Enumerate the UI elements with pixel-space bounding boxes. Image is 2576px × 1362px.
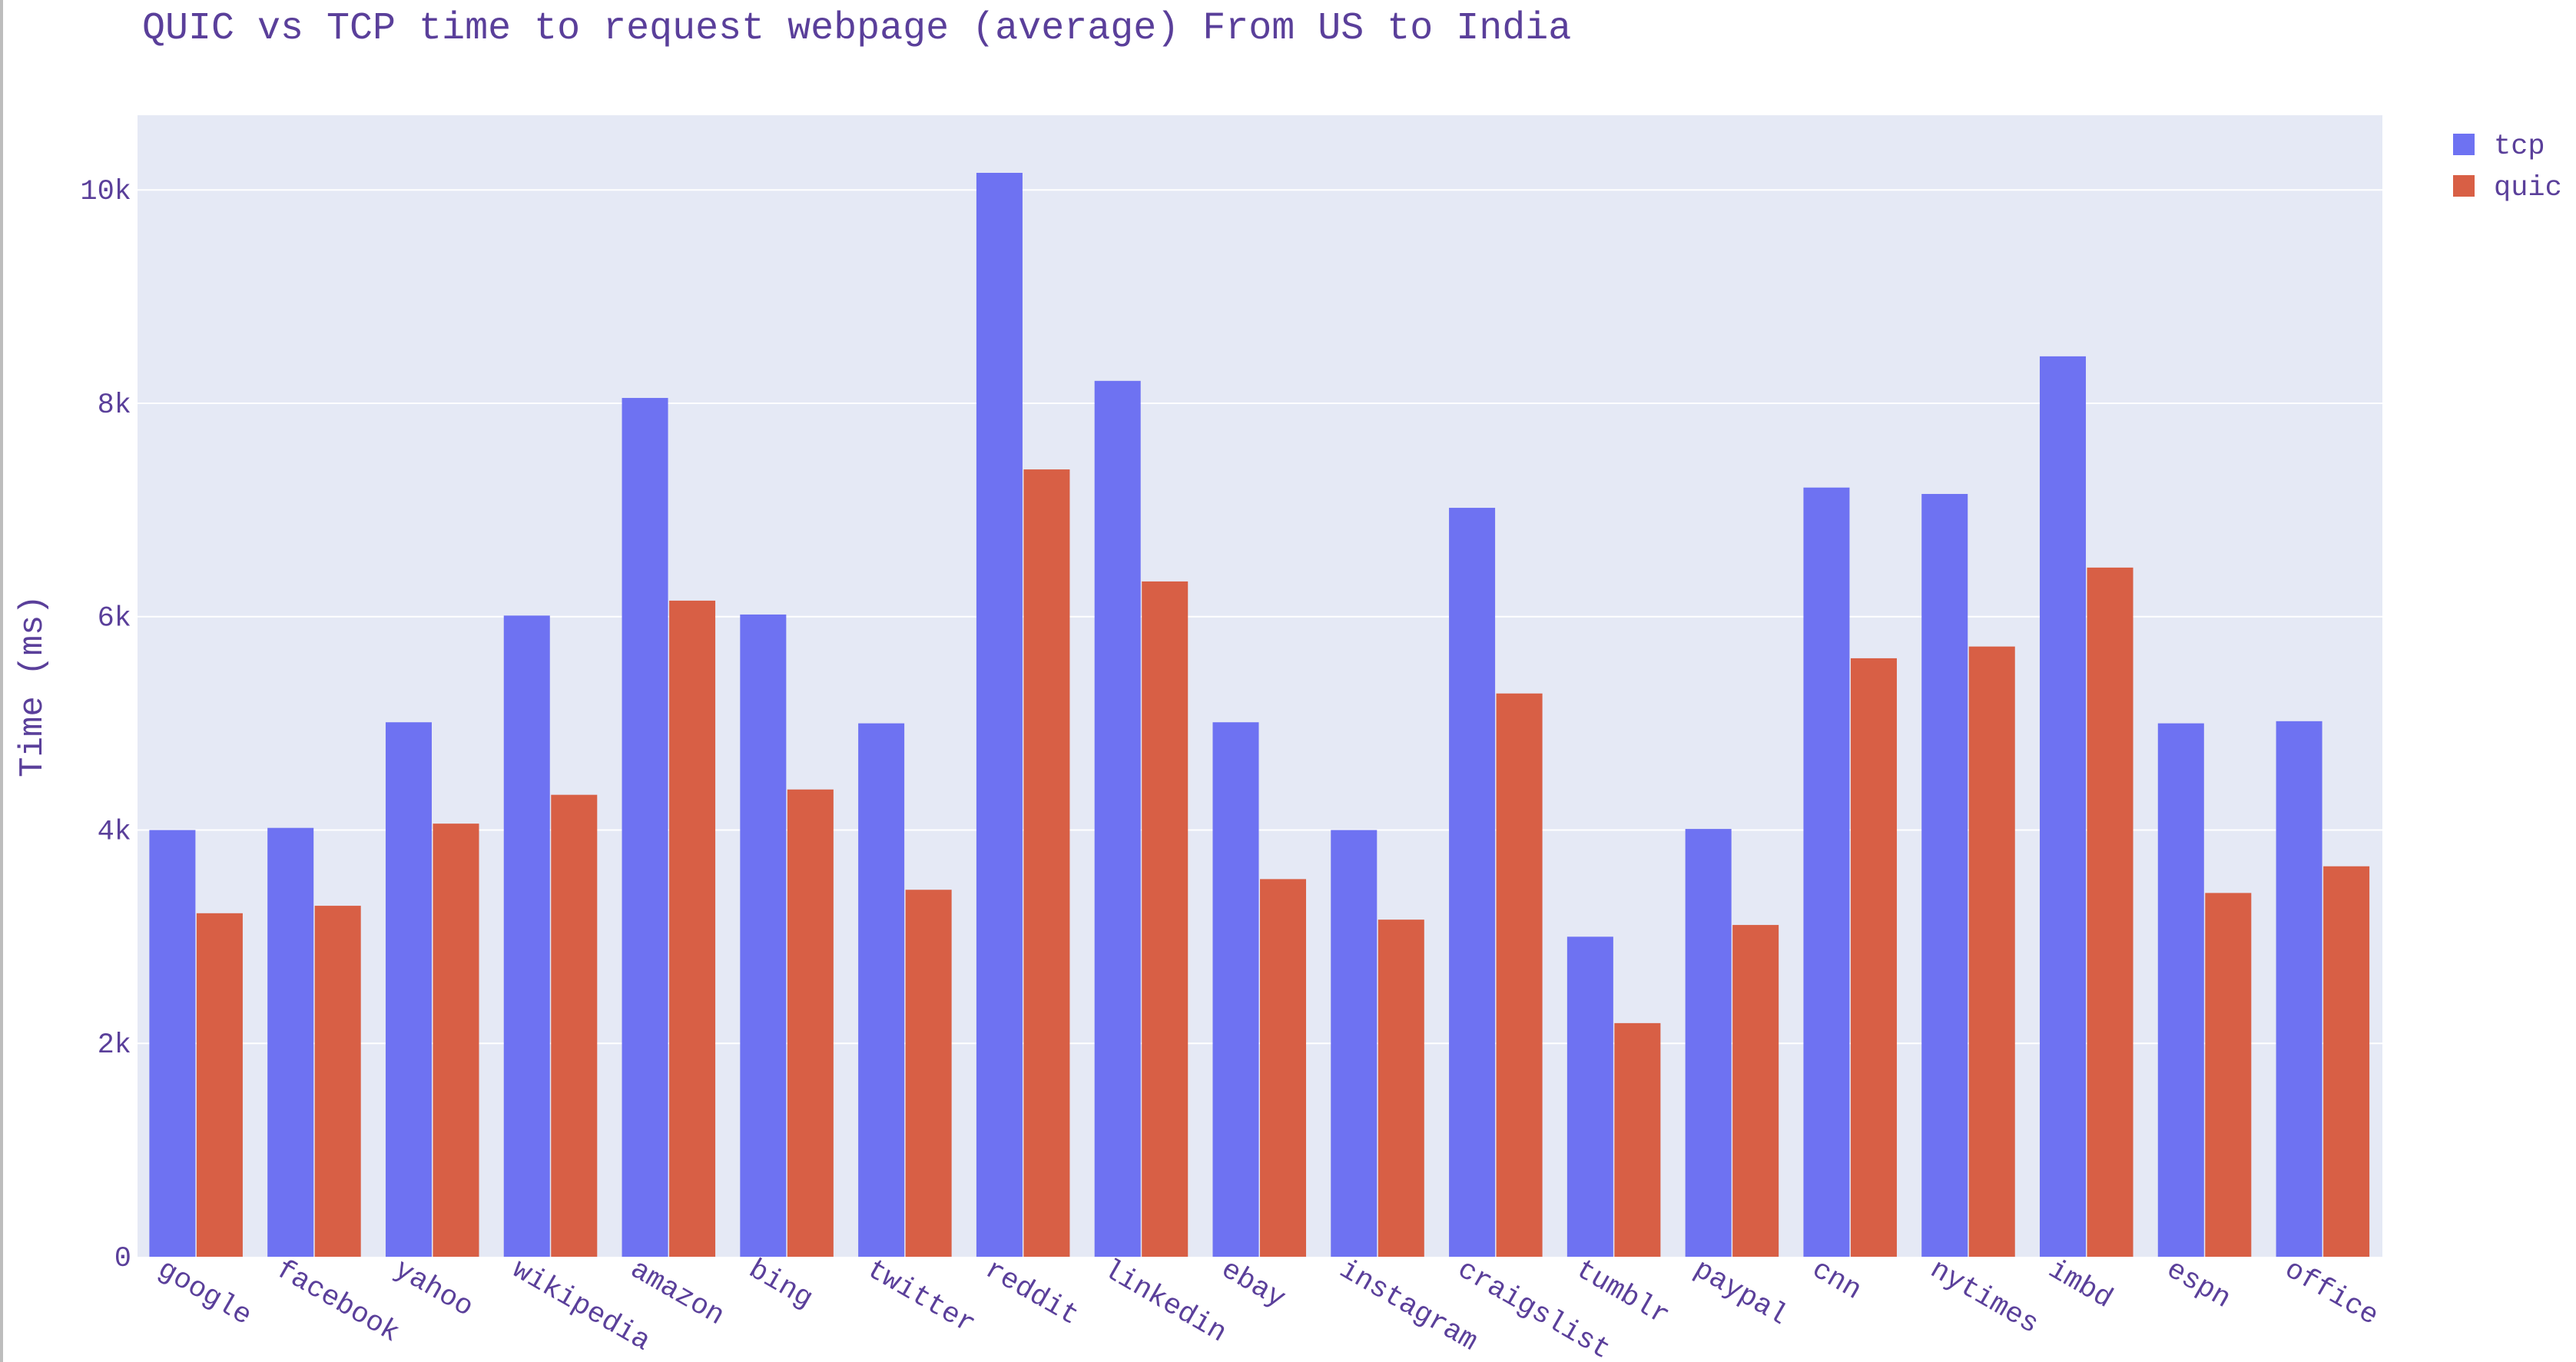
bar-quic-reddit bbox=[1023, 469, 1070, 1257]
bar-tcp-craigslist bbox=[1449, 508, 1496, 1257]
x-tick-label: paypal bbox=[1688, 1254, 1792, 1333]
bar-quic-wikipedia bbox=[551, 794, 598, 1257]
bar-tcp-office bbox=[2276, 721, 2322, 1257]
bar-tcp-instagram bbox=[1331, 830, 1378, 1257]
x-tick-label: linkedin bbox=[1097, 1254, 1232, 1350]
bar-tcp-cnn bbox=[1803, 487, 1850, 1257]
x-tick-label: google bbox=[152, 1254, 257, 1333]
y-tick-label: 6k bbox=[98, 603, 131, 635]
bar-tcp-amazon bbox=[622, 398, 668, 1257]
bar-tcp-linkedin bbox=[1094, 380, 1141, 1257]
y-tick-label: 10k bbox=[80, 176, 131, 208]
x-tick-label: imbd bbox=[2043, 1254, 2118, 1316]
x-tick-label: nytimes bbox=[1925, 1254, 2044, 1341]
y-tick-label: 2k bbox=[98, 1029, 131, 1062]
x-tick-label: reddit bbox=[979, 1254, 1083, 1333]
bar-quic-espn bbox=[2205, 893, 2252, 1257]
bar-tcp-espn bbox=[2157, 723, 2204, 1257]
bar-quic-cnn bbox=[1850, 658, 1897, 1257]
x-tick-label: ebay bbox=[1215, 1254, 1291, 1316]
legend-label: tcp bbox=[2494, 131, 2545, 163]
legend-item-tcp[interactable]: tcp bbox=[2453, 131, 2545, 163]
y-tick-label: 8k bbox=[98, 389, 131, 422]
bar-quic-twitter bbox=[905, 890, 952, 1257]
y-axis-title: Time (ms) bbox=[14, 595, 52, 777]
bar-quic-instagram bbox=[1378, 920, 1424, 1257]
x-tick-label: yahoo bbox=[388, 1254, 478, 1324]
legend-swatch bbox=[2453, 175, 2475, 197]
bar-tcp-wikipedia bbox=[503, 615, 550, 1257]
x-tick-label: office bbox=[2279, 1254, 2383, 1333]
bar-quic-imbd bbox=[2087, 567, 2133, 1257]
bar-tcp-imbd bbox=[2040, 356, 2087, 1257]
y-axis-ticks: 0 2k 4k 6k 8k 10k bbox=[80, 176, 131, 1275]
bar-quic-office bbox=[2323, 866, 2370, 1257]
left-window-edge bbox=[0, 0, 3, 1362]
bar-quic-paypal bbox=[1732, 925, 1779, 1257]
legend[interactable]: tcp quic bbox=[2453, 131, 2562, 204]
x-tick-label: facebook bbox=[270, 1254, 405, 1350]
x-tick-label: bing bbox=[743, 1254, 818, 1316]
legend-item-quic[interactable]: quic bbox=[2453, 172, 2562, 204]
y-tick-label: 0 bbox=[114, 1243, 131, 1275]
bar-tcp-paypal bbox=[1685, 829, 1732, 1257]
legend-label: quic bbox=[2494, 172, 2562, 204]
bar-quic-bing bbox=[787, 789, 834, 1257]
bar-tcp-tumblr bbox=[1566, 936, 1613, 1257]
bar-tcp-facebook bbox=[267, 827, 314, 1257]
bar-quic-ebay bbox=[1260, 879, 1307, 1257]
bar-quic-tumblr bbox=[1614, 1022, 1661, 1257]
bar-quic-amazon bbox=[669, 600, 716, 1257]
bar-tcp-nytimes bbox=[1921, 494, 1968, 1257]
bar-tcp-twitter bbox=[858, 723, 905, 1257]
bar-quic-craigslist bbox=[1496, 693, 1543, 1257]
legend-swatch bbox=[2453, 134, 2475, 155]
bar-quic-nytimes bbox=[1968, 646, 2015, 1257]
bars bbox=[149, 172, 2370, 1258]
bar-tcp-yahoo bbox=[385, 722, 432, 1257]
bar-quic-linkedin bbox=[1142, 581, 1189, 1257]
x-tick-label: cnn bbox=[1806, 1254, 1867, 1307]
bar-quic-facebook bbox=[314, 906, 361, 1257]
bar-tcp-bing bbox=[740, 614, 787, 1257]
x-tick-label: espn bbox=[2160, 1254, 2236, 1316]
bar-quic-google bbox=[196, 913, 243, 1257]
y-tick-label: 4k bbox=[98, 816, 131, 848]
bar-quic-yahoo bbox=[433, 823, 479, 1257]
x-tick-label: twitter bbox=[861, 1254, 981, 1341]
chart-title: QUIC vs TCP time to request webpage (ave… bbox=[142, 7, 1571, 51]
bar-tcp-google bbox=[149, 830, 196, 1257]
bar-tcp-reddit bbox=[976, 172, 1023, 1258]
bar-tcp-ebay bbox=[1212, 722, 1259, 1257]
